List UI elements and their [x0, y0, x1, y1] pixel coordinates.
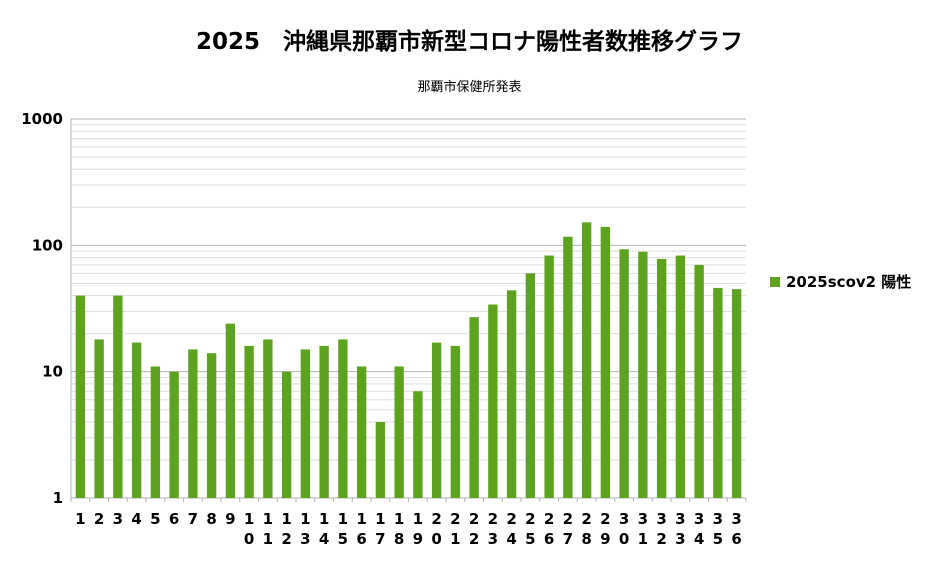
bar: [431, 342, 442, 498]
y-tick-label: 100: [32, 236, 63, 254]
bar: [375, 421, 386, 498]
legend-swatch: [770, 276, 780, 287]
bar: [188, 349, 198, 498]
x-tick-label: 8: [206, 510, 216, 528]
bar: [600, 226, 611, 498]
x-tick-label: 2: [94, 510, 104, 528]
bar: [300, 349, 311, 498]
bar: [150, 366, 161, 498]
bar: [263, 339, 273, 498]
plot-area: [71, 119, 746, 498]
legend: 2025scov2 陽性: [770, 271, 911, 292]
bar: [225, 323, 236, 498]
bar: [413, 391, 423, 498]
bar: [94, 339, 104, 498]
x-tick-label: 4: [131, 510, 141, 528]
bar: [206, 353, 217, 498]
bar: [469, 317, 479, 498]
bar: [563, 236, 573, 499]
y-tick-label: 10: [42, 363, 63, 381]
bar: [450, 345, 461, 498]
bar: [713, 287, 723, 498]
bar: [319, 345, 329, 498]
chart-title: 2025 沖縄県那覇市新型コロナ陽性者数推移グラフ: [195, 29, 743, 55]
y-tick-label: 1: [53, 489, 63, 507]
bar: [544, 255, 554, 498]
bar: [394, 366, 404, 498]
x-tick-label: 9: [225, 510, 235, 528]
bar: [488, 304, 498, 498]
bar: [75, 295, 86, 498]
bar: [338, 339, 348, 498]
x-tick-label: 5: [150, 510, 160, 528]
bar: [619, 249, 629, 498]
bar: [244, 345, 254, 498]
bar: [281, 371, 292, 498]
chart-subtitle: 那覇市保健所発表: [417, 80, 522, 95]
bar: [731, 289, 742, 498]
bar: [675, 255, 686, 498]
x-tick-label: 3: [113, 510, 123, 528]
x-tick-label: 6: [169, 510, 179, 528]
y-tick-label: 1000: [21, 110, 63, 128]
legend-label: 2025scov2 陽性: [786, 273, 912, 291]
bar: [638, 251, 648, 498]
bar: [169, 371, 179, 498]
x-tick-label: 7: [188, 510, 198, 528]
bar: [131, 342, 142, 498]
bar: [525, 273, 536, 498]
bar: [113, 295, 123, 498]
x-tick-label: 1: [75, 510, 85, 528]
bar: [506, 290, 517, 498]
bar: [581, 222, 592, 499]
bar: [356, 366, 367, 498]
bar: [656, 258, 667, 498]
bar: [694, 264, 704, 498]
